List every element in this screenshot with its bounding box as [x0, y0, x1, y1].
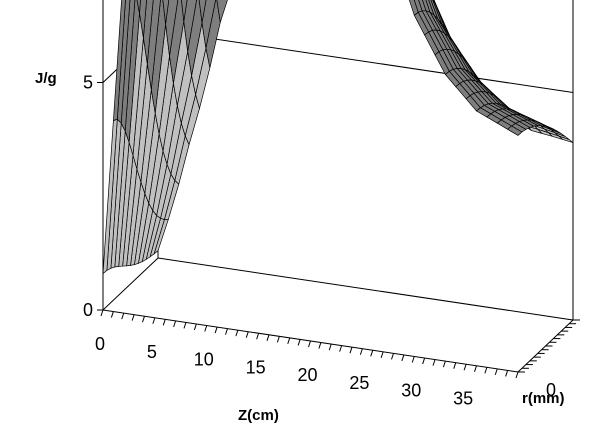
y-axis-title: J/g [35, 70, 57, 87]
z-tick-mark [214, 326, 218, 334]
z-tick-mark [121, 312, 125, 320]
z-tick-mark [110, 311, 114, 318]
z-tick-mark [235, 329, 239, 337]
z-tick-mark [401, 354, 405, 362]
z-tick-label: 20 [297, 365, 317, 385]
z-tick-mark [359, 348, 363, 355]
z-tick-mark [432, 359, 436, 366]
back-wall [157, 0, 574, 321]
z-tick-mark [370, 350, 374, 357]
z-tick-mark [339, 345, 343, 352]
z-tick-mark [380, 351, 384, 359]
z-tick-mark [266, 334, 270, 341]
dose-surface [102, 0, 574, 275]
surface-cell [162, 0, 170, 25]
z-tick-label: 30 [401, 381, 421, 401]
surface-cell [136, 0, 141, 14]
z-tick-label: 15 [246, 357, 266, 377]
z-tick-mark [411, 356, 415, 363]
z-tick-mark [308, 340, 311, 348]
y-tick-label: 5 [83, 73, 93, 93]
z-tick-mark [193, 323, 197, 331]
surface-cell [139, 0, 147, 38]
z-tick-mark [318, 342, 322, 349]
z-tick-mark [453, 362, 457, 369]
z-tick-mark [225, 328, 228, 335]
z-tick-label: 10 [194, 350, 214, 370]
z-tick-label: 35 [453, 388, 473, 408]
z-tick-mark [484, 367, 488, 374]
surface-cell [143, 0, 154, 64]
z-tick-mark [100, 309, 104, 317]
surface-cell [146, 0, 161, 90]
r-tick-label: 0 [546, 380, 556, 400]
surface-cell [198, 0, 207, 23]
z-tick-mark [152, 317, 156, 324]
z-tick-mark [474, 365, 477, 372]
chart-axes: 05101520250510152025303507 [83, 0, 580, 408]
z-tick-mark [442, 360, 446, 368]
z-tick-label: 0 [95, 334, 105, 354]
z-tick-mark [505, 370, 509, 377]
z-tick-mark [142, 316, 145, 323]
depth-axis-title: r(mm) [522, 390, 565, 407]
z-tick-mark [245, 331, 249, 338]
z-tick-mark [173, 320, 177, 328]
z-tick-label: 25 [349, 373, 369, 393]
z-tick-mark [297, 339, 301, 346]
surface-cell [201, 0, 216, 49]
z-tick-mark [463, 364, 467, 371]
surface-cell [165, 0, 179, 56]
z-tick-mark [162, 319, 166, 326]
surface-cell [506, 125, 523, 136]
z-tick-mark [183, 322, 187, 329]
z-tick-mark [328, 343, 332, 351]
z-tick-mark [256, 333, 260, 340]
z-tick-mark [494, 368, 498, 376]
z-tick-mark [131, 314, 135, 321]
z-tick-mark [391, 353, 394, 360]
surface-cell [216, 0, 228, 23]
z-tick-mark [287, 337, 291, 345]
y-tick-label: 0 [83, 300, 93, 320]
z-tick-mark [204, 325, 208, 332]
surface-cell [113, 0, 126, 121]
z-tick-mark [422, 357, 426, 365]
z-tick-mark [515, 371, 519, 379]
z-tick-mark [349, 347, 353, 354]
surface-cell [183, 0, 197, 52]
surface-cell [181, 0, 188, 22]
left-wall [102, 0, 159, 312]
z-tick-mark [276, 336, 280, 343]
z-tick-label: 5 [147, 342, 157, 362]
x-axis-title: Z(cm) [238, 407, 279, 424]
